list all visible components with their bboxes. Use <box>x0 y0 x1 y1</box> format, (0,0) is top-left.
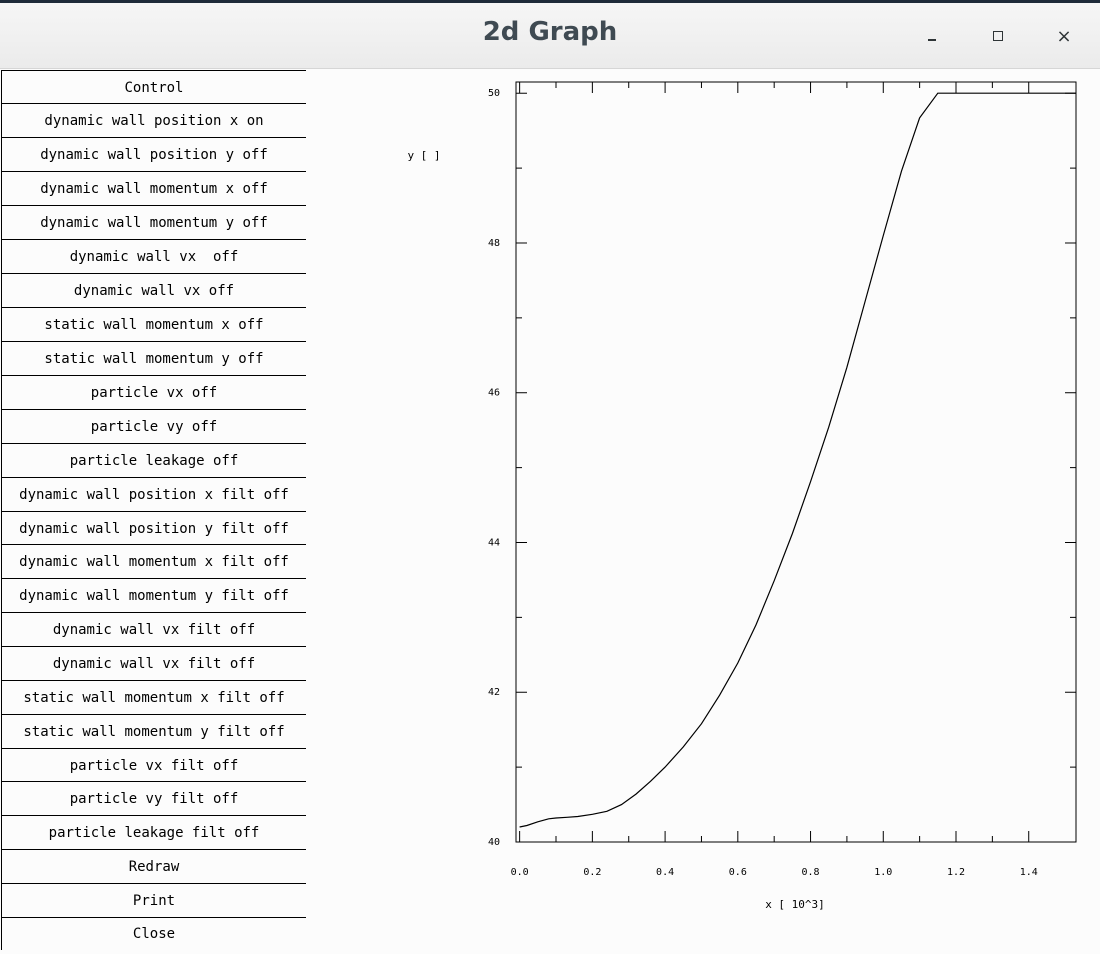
control-button-particle-vy-filt-off-21[interactable]: particle vy filt off <box>1 781 306 815</box>
control-button-dynamic-wall-momentum-x-off-3[interactable]: dynamic wall momentum x off <box>1 171 306 205</box>
title-bar: 2d Graph × <box>0 3 1100 69</box>
control-button-control-0[interactable]: Control <box>1 70 306 104</box>
minimize-icon <box>928 39 936 41</box>
control-button-static-wall-momentum-y-filt-off-19[interactable]: static wall momentum y filt off <box>1 714 306 748</box>
control-button-static-wall-momentum-y-off-8[interactable]: static wall momentum y off <box>1 341 306 375</box>
close-window-button[interactable]: × <box>1049 21 1079 51</box>
control-button-dynamic-wall-momentum-x-filt-off-14[interactable]: dynamic wall momentum x filt off <box>1 544 306 578</box>
maximize-button[interactable] <box>983 21 1013 51</box>
control-button-particle-vx-filt-off-20[interactable]: particle vx filt off <box>1 748 306 782</box>
control-button-dynamic-wall-position-y-filt-off-13[interactable]: dynamic wall position y filt off <box>1 511 306 545</box>
control-panel: Control dynamic wall position x on dynamic… <box>1 70 306 950</box>
control-button-dynamic-wall-momentum-y-filt-off-15[interactable]: dynamic wall momentum y filt off <box>1 578 306 612</box>
x-tick-label: 0.4 <box>656 867 674 878</box>
x-tick-label: 1.4 <box>1020 867 1038 878</box>
graph-area: 40 42 44 46 48 50 0.0 0.2 0.4 0.6 0.8 1.0 1.2 1.4 y [ … <box>306 70 1100 950</box>
y-axis-label: y [ ] <box>407 149 440 162</box>
control-button-dynamic-wall-position-x-on-1[interactable]: dynamic wall position x on <box>1 103 306 137</box>
y-tick-label: 42 <box>488 687 500 698</box>
line-chart: 40 42 44 46 48 50 0.0 0.2 0.4 0.6 0.8 1.0 1.2 1.4 y [ … <box>407 81 1077 911</box>
window-title: 2d Graph <box>482 17 618 47</box>
control-button-static-wall-momentum-x-filt-off-18[interactable]: static wall momentum x filt off <box>1 680 306 714</box>
control-button-dynamic-wall-vx-filt-off-17[interactable]: dynamic wall vx filt off <box>1 646 306 680</box>
x-tick-label: 0.6 <box>729 867 747 878</box>
control-button-dynamic-wall-vx-off-5[interactable]: dynamic wall vx off <box>1 239 306 273</box>
y-tick-label: 40 <box>488 837 500 848</box>
control-button-static-wall-momentum-x-off-7[interactable]: static wall momentum x off <box>1 307 306 341</box>
close-icon: × <box>1056 25 1072 47</box>
control-button-dynamic-wall-position-y-off-2[interactable]: dynamic wall position y off <box>1 137 306 171</box>
control-button-dynamic-wall-vx-filt-off-16[interactable]: dynamic wall vx filt off <box>1 612 306 646</box>
control-button-dynamic-wall-momentum-y-off-4[interactable]: dynamic wall momentum y off <box>1 205 306 239</box>
control-button-dynamic-wall-position-x-filt-off-12[interactable]: dynamic wall position x filt off <box>1 477 306 511</box>
control-button-dynamic-wall-vx-off-6[interactable]: dynamic wall vx off <box>1 273 306 307</box>
x-tick-label: 1.0 <box>874 867 892 878</box>
x-tick-label: 1.2 <box>947 867 965 878</box>
control-button-particle-leakage-filt-off-22[interactable]: particle leakage filt off <box>1 815 306 849</box>
y-tick-label: 50 <box>488 88 500 99</box>
desktop-top-strip <box>0 0 1100 3</box>
control-button-particle-vx-off-9[interactable]: particle vx off <box>1 375 306 409</box>
series-line-0 <box>519 92 1076 828</box>
control-button-particle-vy-off-10[interactable]: particle vy off <box>1 409 306 443</box>
x-axis-label: x [ 10^3] <box>765 898 825 911</box>
y-tick-label: 44 <box>488 537 500 548</box>
y-tick-label: 46 <box>488 388 500 399</box>
maximize-icon <box>993 31 1003 41</box>
x-tick-label: 0.0 <box>511 867 529 878</box>
control-button-print-24[interactable]: Print <box>1 883 306 917</box>
control-button-redraw-23[interactable]: Redraw <box>1 849 306 883</box>
minimize-button[interactable] <box>917 21 947 51</box>
x-tick-label: 0.8 <box>802 867 820 878</box>
control-button-particle-leakage-off-11[interactable]: particle leakage off <box>1 443 306 477</box>
plot-frame <box>515 81 1077 843</box>
control-button-close-25[interactable]: Close <box>1 917 306 950</box>
x-tick-label: 0.2 <box>583 867 601 878</box>
y-tick-label: 48 <box>488 238 500 249</box>
